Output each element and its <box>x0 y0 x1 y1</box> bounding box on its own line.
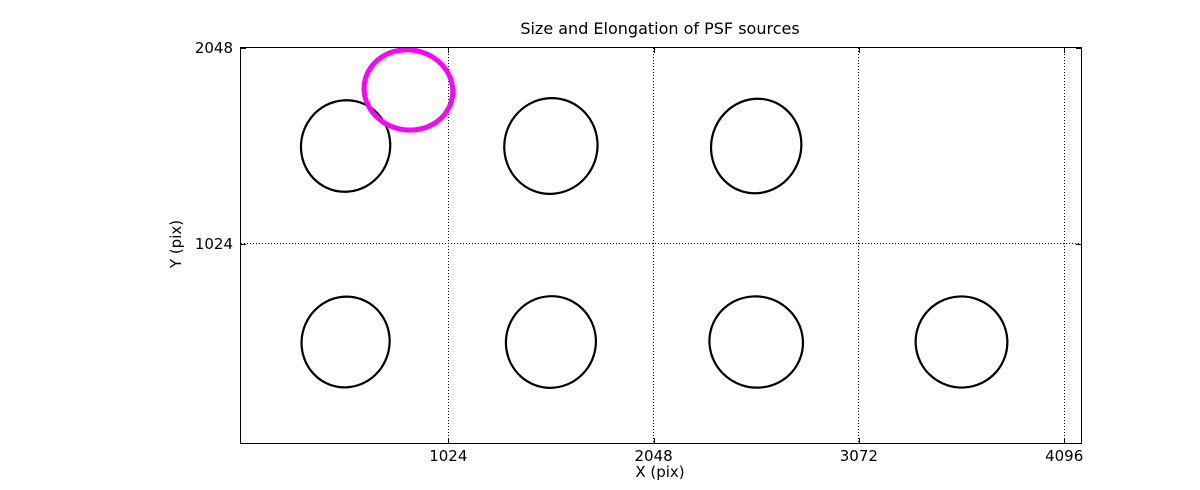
gridline-y-1024 <box>241 243 1081 245</box>
x-axis-label: X (pix) <box>635 463 685 481</box>
tick-y-1024-left <box>241 243 246 245</box>
chart-title: Size and Elongation of PSF sources <box>520 19 800 38</box>
x-tick-label-3072: 3072 <box>839 447 878 465</box>
highlighted-psf-source-ellipse-825-1829 <box>361 48 456 133</box>
x-tick-label-2048: 2048 <box>634 447 673 465</box>
gridline-x-4096 <box>1063 48 1065 443</box>
x-tick-label-4096: 4096 <box>1045 447 1084 465</box>
tick-y-1024-right <box>1076 243 1081 245</box>
ellipse-layer <box>299 48 1009 389</box>
gridline-x-1024 <box>447 48 449 443</box>
tick-x-1024-top <box>448 48 450 53</box>
tick-x-4096-bottom <box>1064 438 1066 443</box>
psf-source-ellipse-3584-512 <box>914 295 1009 389</box>
psf-source-ellipse-1536-1536 <box>503 97 599 195</box>
y-tick-label-1024: 1024 <box>194 234 233 253</box>
x-tick-label-1024: 1024 <box>429 447 468 465</box>
gridline-x-2048 <box>653 48 655 443</box>
tick-x-2048-top <box>653 48 655 53</box>
tick-x-4096-top <box>1064 48 1066 53</box>
tick-x-3072-bottom <box>858 438 860 443</box>
tick-y-2048-left <box>241 48 246 49</box>
tick-x-3072-top <box>858 48 860 53</box>
tick-x-2048-bottom <box>653 438 655 443</box>
psf-source-ellipse-1536-512 <box>504 295 597 389</box>
psf-source-ellipse-512-512 <box>300 295 391 389</box>
y-tick-label-2048: 2048 <box>194 39 233 57</box>
plot-area <box>240 47 1082 444</box>
tick-y-2048-right <box>1076 48 1081 49</box>
psf-source-ellipse-2560-512 <box>708 295 805 389</box>
tick-x-1024-bottom <box>448 438 450 443</box>
psf-source-ellipse-512-1536 <box>299 99 392 193</box>
gridline-x-3072 <box>858 48 860 443</box>
psf-source-ellipse-2560-1536 <box>709 97 803 195</box>
